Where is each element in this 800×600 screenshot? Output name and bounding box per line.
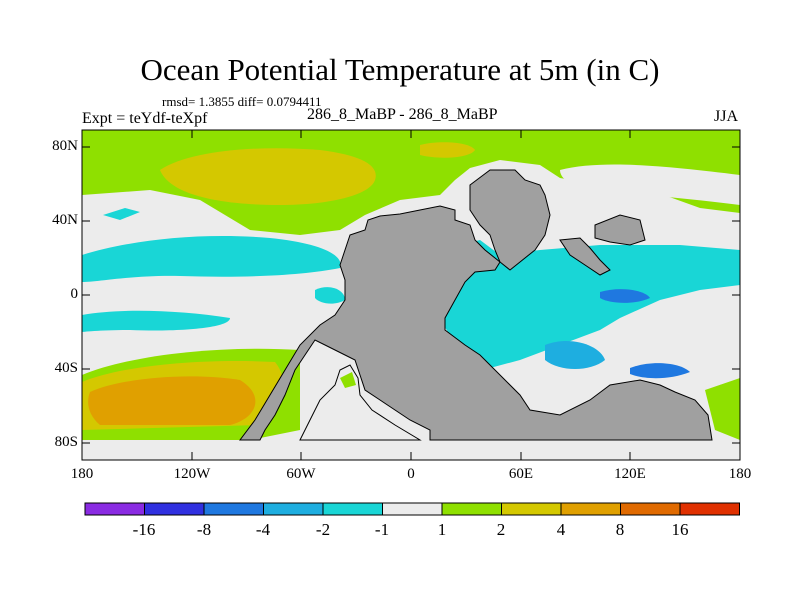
landmass-islands xyxy=(559,237,611,276)
colorbar xyxy=(84,502,740,516)
colorbar-swatch xyxy=(144,502,205,516)
lon-label-60w: 60W xyxy=(286,466,316,482)
lon-label-120w: 120W xyxy=(173,466,211,482)
warm-patch-arctic xyxy=(420,142,475,158)
colorbar-label: -4 xyxy=(255,520,271,539)
landmass-west xyxy=(239,205,713,441)
lat-label-40s: 40S xyxy=(54,360,78,376)
experiment-label: Expt = teYdf-teXpf xyxy=(82,110,208,127)
landmass-east xyxy=(594,214,646,246)
colorbar-swatch xyxy=(501,502,562,516)
lon-label-120e: 120E xyxy=(614,466,646,482)
colorbar-label: -2 xyxy=(315,520,331,539)
warm-region-south-high xyxy=(88,376,256,425)
lat-label-40n: 40N xyxy=(52,212,78,228)
cool-region-north-pacific xyxy=(82,235,341,282)
map-title: Ocean Potential Temperature at 5m (in C) xyxy=(140,52,660,87)
colorbar-label: -1 xyxy=(374,520,390,539)
lat-ticks xyxy=(82,146,740,444)
cool-region-east-mid xyxy=(545,340,605,369)
colorbar-label: -8 xyxy=(196,520,212,539)
colorbar-label: 16 xyxy=(671,520,689,539)
colorbar-label: 1 xyxy=(437,520,447,539)
cool-region-east-strong xyxy=(600,289,650,303)
cool-patch-small xyxy=(103,208,140,220)
lon-label-180e: 180 xyxy=(728,466,752,482)
lat-label-80s: 80S xyxy=(54,434,78,450)
lon-label-180w: 180 xyxy=(70,466,94,482)
lon-label-0: 0 xyxy=(407,466,415,482)
stats-line: rmsd= 1.3855 diff= 0.0794411 xyxy=(162,94,322,109)
neutral-region-arctic-east xyxy=(560,164,740,205)
subtitle: 286_8_MaBP - 286_8_MaBP xyxy=(307,106,498,123)
cool-region-east-strong-2 xyxy=(630,363,690,379)
map-field xyxy=(82,130,740,460)
cool-region-atlantic xyxy=(315,287,345,304)
colorbar-swatch xyxy=(84,502,145,516)
colorbar-swatch xyxy=(263,502,324,516)
colorbar-swatch xyxy=(441,502,502,516)
colorbar-label: 4 xyxy=(556,520,566,539)
colorbar-label: -16 xyxy=(132,520,156,539)
landmass-north xyxy=(469,169,551,271)
lat-label-0: 0 xyxy=(70,286,79,302)
cool-region-tropical xyxy=(82,310,230,332)
colorbar-swatch xyxy=(382,502,443,516)
inland-sea xyxy=(299,364,422,441)
colorbar-swatch xyxy=(203,502,264,516)
colorbar-label: 8 xyxy=(615,520,625,539)
cool-region-east xyxy=(440,240,740,368)
lon-ticks xyxy=(81,130,741,460)
warm-region-southeast-light xyxy=(705,378,740,440)
colorbar-label: 2 xyxy=(496,520,506,539)
season-label: JJA xyxy=(714,108,739,125)
colorbar-swatch xyxy=(679,502,740,516)
lat-label-80n: 80N xyxy=(52,138,78,154)
colorbar-swatch xyxy=(620,502,681,516)
lon-label-60e: 60E xyxy=(508,466,534,482)
inland-sea-warm xyxy=(340,372,356,388)
warm-region-north-pacific xyxy=(160,148,376,205)
colorbar-swatch xyxy=(560,502,621,516)
colorbar-swatch xyxy=(322,502,383,516)
